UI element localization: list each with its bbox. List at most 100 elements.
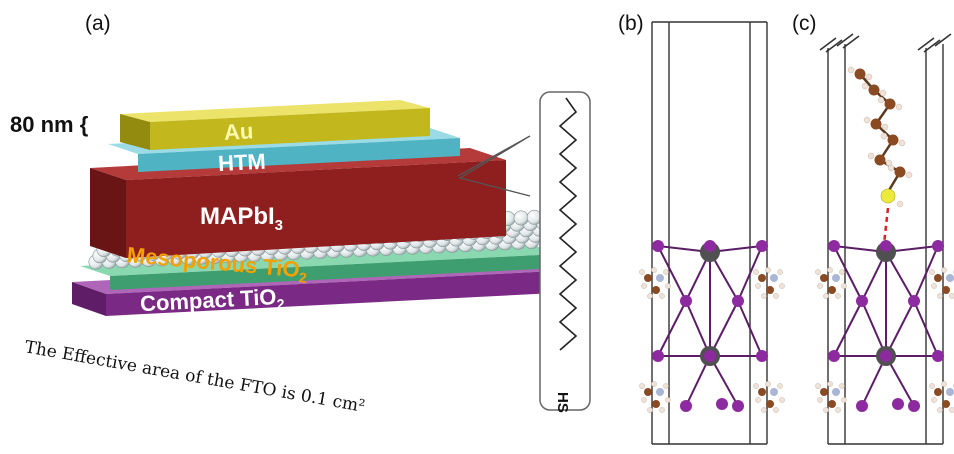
- hydrogen-atom: [839, 383, 845, 389]
- iodine-atom: [680, 400, 692, 412]
- iodine-atom: [880, 350, 892, 362]
- hydrogen-atom: [887, 164, 895, 172]
- hydrogen-atom: [761, 293, 767, 299]
- hydrogen-atom: [755, 397, 761, 403]
- hydrogen-atom: [779, 283, 785, 289]
- carbon-atom: [934, 388, 942, 396]
- hydrogen-atom: [753, 269, 759, 275]
- hydrogen-atom: [773, 407, 779, 413]
- nitrogen-atom: [770, 274, 778, 282]
- perovskite-label-main: MAPbI: [200, 203, 275, 230]
- panel-c-lattice: [815, 240, 954, 413]
- hydrogen-atom: [647, 407, 653, 413]
- panel-a: (a) 80 nm {: [10, 12, 591, 417]
- pb-i-bond: [861, 300, 887, 357]
- hydrogen-atom: [665, 283, 671, 289]
- nitrogen-atom: [946, 274, 954, 282]
- hydrogen-atom: [817, 283, 823, 289]
- iodine-atom: [704, 240, 716, 252]
- htm-label: HTM: [217, 149, 266, 176]
- hydrogen-atom: [937, 293, 943, 299]
- carbon-atom: [854, 68, 866, 80]
- carbon-atom: [758, 274, 766, 282]
- connector-lines: [457, 135, 531, 197]
- axis-break-marks: [819, 33, 952, 53]
- carbon-atom: [758, 388, 766, 396]
- hydrogen-atom: [841, 283, 847, 289]
- carbon-atom: [652, 400, 660, 408]
- perovskite-label: MAPbI3: [200, 203, 283, 234]
- nitrogen-atom: [832, 388, 840, 396]
- hydrogen-atom: [659, 293, 665, 299]
- iodine-atom: [932, 240, 944, 252]
- nitrogen-atom: [832, 274, 840, 282]
- hydrogen-atom: [827, 381, 833, 387]
- pb-i-bond: [657, 300, 687, 357]
- iodine-atom: [732, 295, 744, 307]
- au-label: Au: [223, 118, 254, 145]
- thiol-label: HS: [554, 392, 571, 413]
- hydrogen-atom: [861, 82, 869, 90]
- thickness-label: 80 nm {: [10, 112, 89, 137]
- mesoporous-label-sub: 2: [298, 269, 307, 286]
- hydrogen-atom: [651, 381, 657, 387]
- hydrogen-atom: [898, 139, 906, 147]
- hydrogen-atom: [641, 283, 647, 289]
- carbon-atom: [942, 400, 950, 408]
- iodine-atom: [652, 350, 664, 362]
- carbon-atom: [644, 388, 652, 396]
- alkyl-chain: [558, 97, 578, 351]
- pb-i-bond: [737, 245, 763, 302]
- pb-i-bond: [913, 245, 939, 302]
- hydrogen-atom: [929, 269, 935, 275]
- perovskite-label-sub: 3: [275, 217, 283, 234]
- hydrogen-atom: [663, 383, 669, 389]
- iodine-atom: [652, 240, 664, 252]
- hydrogen-atom: [765, 381, 771, 387]
- thiol-inset: HS: [539, 91, 591, 413]
- iodine-atom: [756, 240, 768, 252]
- panel-b: (b): [618, 12, 785, 445]
- iodine-atom: [892, 398, 904, 410]
- hydrogen-atom: [937, 407, 943, 413]
- hydrogen-atom: [765, 267, 771, 273]
- hydrogen-atom: [863, 116, 871, 124]
- panel-c: (c): [792, 12, 954, 445]
- hydrogen-atom: [835, 407, 841, 413]
- iodine-atom: [828, 240, 840, 252]
- carbon-atom: [868, 84, 880, 96]
- hydrogen-atom: [865, 73, 873, 81]
- hydrogen-atom: [651, 267, 657, 273]
- iodine-atom: [828, 350, 840, 362]
- hydrogen-atom: [941, 267, 947, 273]
- compact-label-sub: 2: [276, 296, 285, 312]
- carbon-atom: [894, 166, 906, 178]
- hydrogen-atom: [665, 397, 671, 403]
- hydrogen-atom: [941, 381, 947, 387]
- iodine-atom: [908, 400, 920, 412]
- hydrogen-atom: [777, 383, 783, 389]
- carbon-atom: [874, 154, 886, 166]
- pb-i-bond: [833, 245, 863, 302]
- iodine-atom: [880, 240, 892, 252]
- hydrogen-atom: [931, 397, 937, 403]
- hydrogen-atom: [835, 293, 841, 299]
- carbon-atom: [942, 286, 950, 294]
- hydrogen-atom: [663, 269, 669, 275]
- hydrogen-atom: [815, 383, 821, 389]
- pb-i-bond: [885, 300, 915, 357]
- hydrogen-atom: [839, 269, 845, 275]
- hydrogen-atom: [639, 383, 645, 389]
- hydrogen-atom: [817, 397, 823, 403]
- hydrogen-atom: [880, 132, 888, 140]
- carbon-atom: [644, 274, 652, 282]
- adsorbed-thiol-molecule: [847, 66, 913, 208]
- carbon-atom: [820, 388, 828, 396]
- hydrogen-atom: [879, 89, 887, 97]
- panel-b-label: (b): [618, 12, 644, 35]
- hydrogen-atom: [773, 293, 779, 299]
- carbon-atom: [820, 274, 828, 282]
- carbon-atom: [870, 118, 882, 130]
- au-layer: [120, 100, 430, 150]
- hydrogen-atom: [841, 397, 847, 403]
